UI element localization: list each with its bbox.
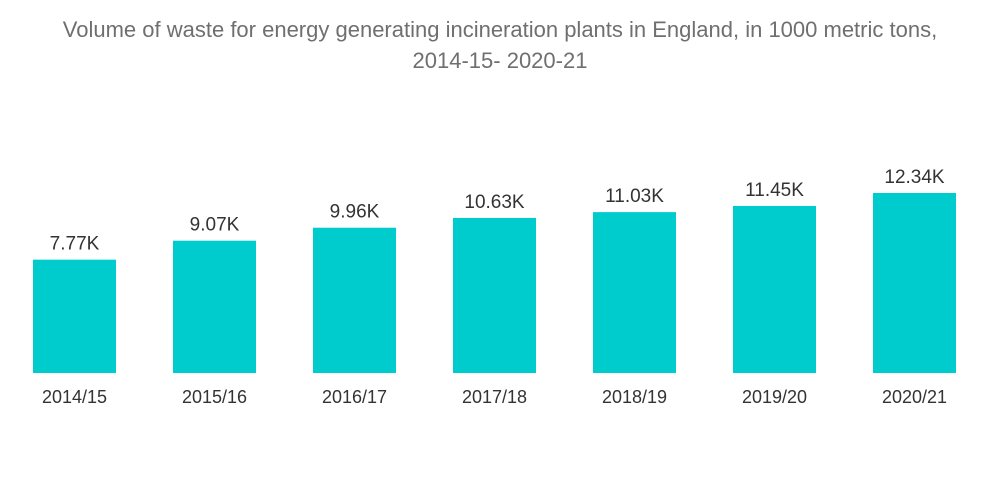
data-label-2019-20: 11.45K <box>745 180 804 201</box>
data-labels-group: 7.77K 9.07K 9.96K 10.63K 11.03K 11.45K 12.34K <box>50 167 945 255</box>
x-tick-labels-group: 2014/15 2015/16 2016/17 2017/18 2018/19 2019/… <box>42 387 947 407</box>
chart-title-line-2: 2014-15- 2020-21 <box>412 48 588 73</box>
bar-2020-21 <box>873 193 956 373</box>
x-tick-label-2016-17: 2016/17 <box>322 387 387 407</box>
data-label-2015-16: 9.07K <box>190 215 240 236</box>
data-label-2016-17: 9.96K <box>330 202 380 223</box>
x-tick-label-2014-15: 2014/15 <box>42 387 107 407</box>
bar-2017-18 <box>453 217 536 373</box>
data-label-2018-19: 11.03K <box>605 186 664 207</box>
x-tick-label-2017-18: 2017/18 <box>462 387 527 407</box>
bar-2015-16 <box>173 240 256 373</box>
x-tick-label-2020-21: 2020/21 <box>882 387 947 407</box>
data-label-2014-15: 7.77K <box>50 234 100 255</box>
chart-title-line-1: Volume of waste for energy generating in… <box>62 17 938 42</box>
bar-2016-17 <box>313 227 396 373</box>
x-tick-label-2015-16: 2015/16 <box>182 387 247 407</box>
bars-group <box>33 193 956 373</box>
bar-2018-19 <box>593 212 676 373</box>
x-tick-label-2018-19: 2018/19 <box>602 387 667 407</box>
chart-title: Volume of waste for energy generating in… <box>0 14 1000 76</box>
bar-2014-15 <box>33 259 116 373</box>
bar-2019-20 <box>733 205 816 373</box>
data-label-2017-18: 10.63K <box>464 192 525 213</box>
x-tick-label-2019-20: 2019/20 <box>742 387 807 407</box>
data-label-2020-21: 12.34K <box>884 167 945 188</box>
